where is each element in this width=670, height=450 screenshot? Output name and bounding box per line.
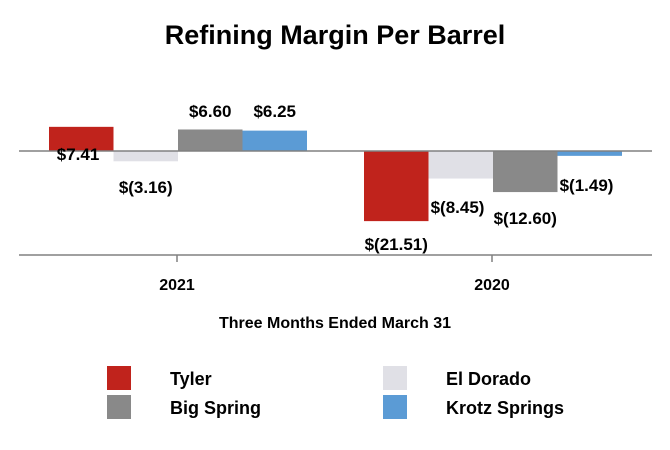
legend-swatch-big-spring <box>107 395 131 419</box>
legend-label-el-dorado: El Dorado <box>446 369 531 389</box>
legend-swatch-el-dorado <box>383 366 407 390</box>
value-labels: $7.41 $(3.16) $6.60 $6.25 $(21.51)$(8.45) $(1… <box>57 102 614 254</box>
bar-el-dorado-2021 <box>113 151 178 162</box>
value-label-tyler-2020: $(21.51) <box>365 235 428 254</box>
legend-label-tyler: Tyler <box>170 369 212 389</box>
bar-el-dorado-2020 <box>428 151 493 179</box>
bar-big-spring-2020 <box>493 151 558 193</box>
value-label-krotz-springs-2021: $6.25 <box>253 102 296 121</box>
value-label-big-spring-2021: $6.60 <box>189 102 232 121</box>
bar-tyler-2020 <box>364 151 429 222</box>
x-tick-label-2021: 2021 <box>159 277 195 294</box>
legend-swatch-krotz-springs <box>383 395 407 419</box>
bar-krotz-springs-2020 <box>557 151 622 156</box>
bar-krotz-springs-2021 <box>242 130 307 151</box>
bar-tyler-2021 <box>49 126 114 151</box>
value-label-el-dorado-2020: $(8.45) <box>431 198 485 217</box>
value-label-big-spring-2020: $(12.60) <box>494 209 557 228</box>
bar-big-spring-2021 <box>178 129 243 151</box>
value-label-tyler-2021: $7.41 <box>57 145 100 164</box>
x-axis-ticks: 2021 2020 <box>159 255 510 294</box>
legend-swatch-tyler <box>107 366 131 390</box>
chart-title: Refining Margin Per Barrel <box>165 20 506 50</box>
value-label-el-dorado-2021: $(3.16) <box>119 178 173 197</box>
legend-label-big-spring: Big Spring <box>170 398 261 418</box>
legend: Tyler El Dorado Big Spring Krotz Springs <box>107 366 564 419</box>
value-label-krotz-springs-2020: $(1.49) <box>560 176 614 195</box>
legend-label-krotz-springs: Krotz Springs <box>446 398 564 418</box>
bars <box>49 126 622 222</box>
x-tick-label-2020: 2020 <box>474 277 510 294</box>
x-axis-label: Three Months Ended March 31 <box>219 315 451 332</box>
